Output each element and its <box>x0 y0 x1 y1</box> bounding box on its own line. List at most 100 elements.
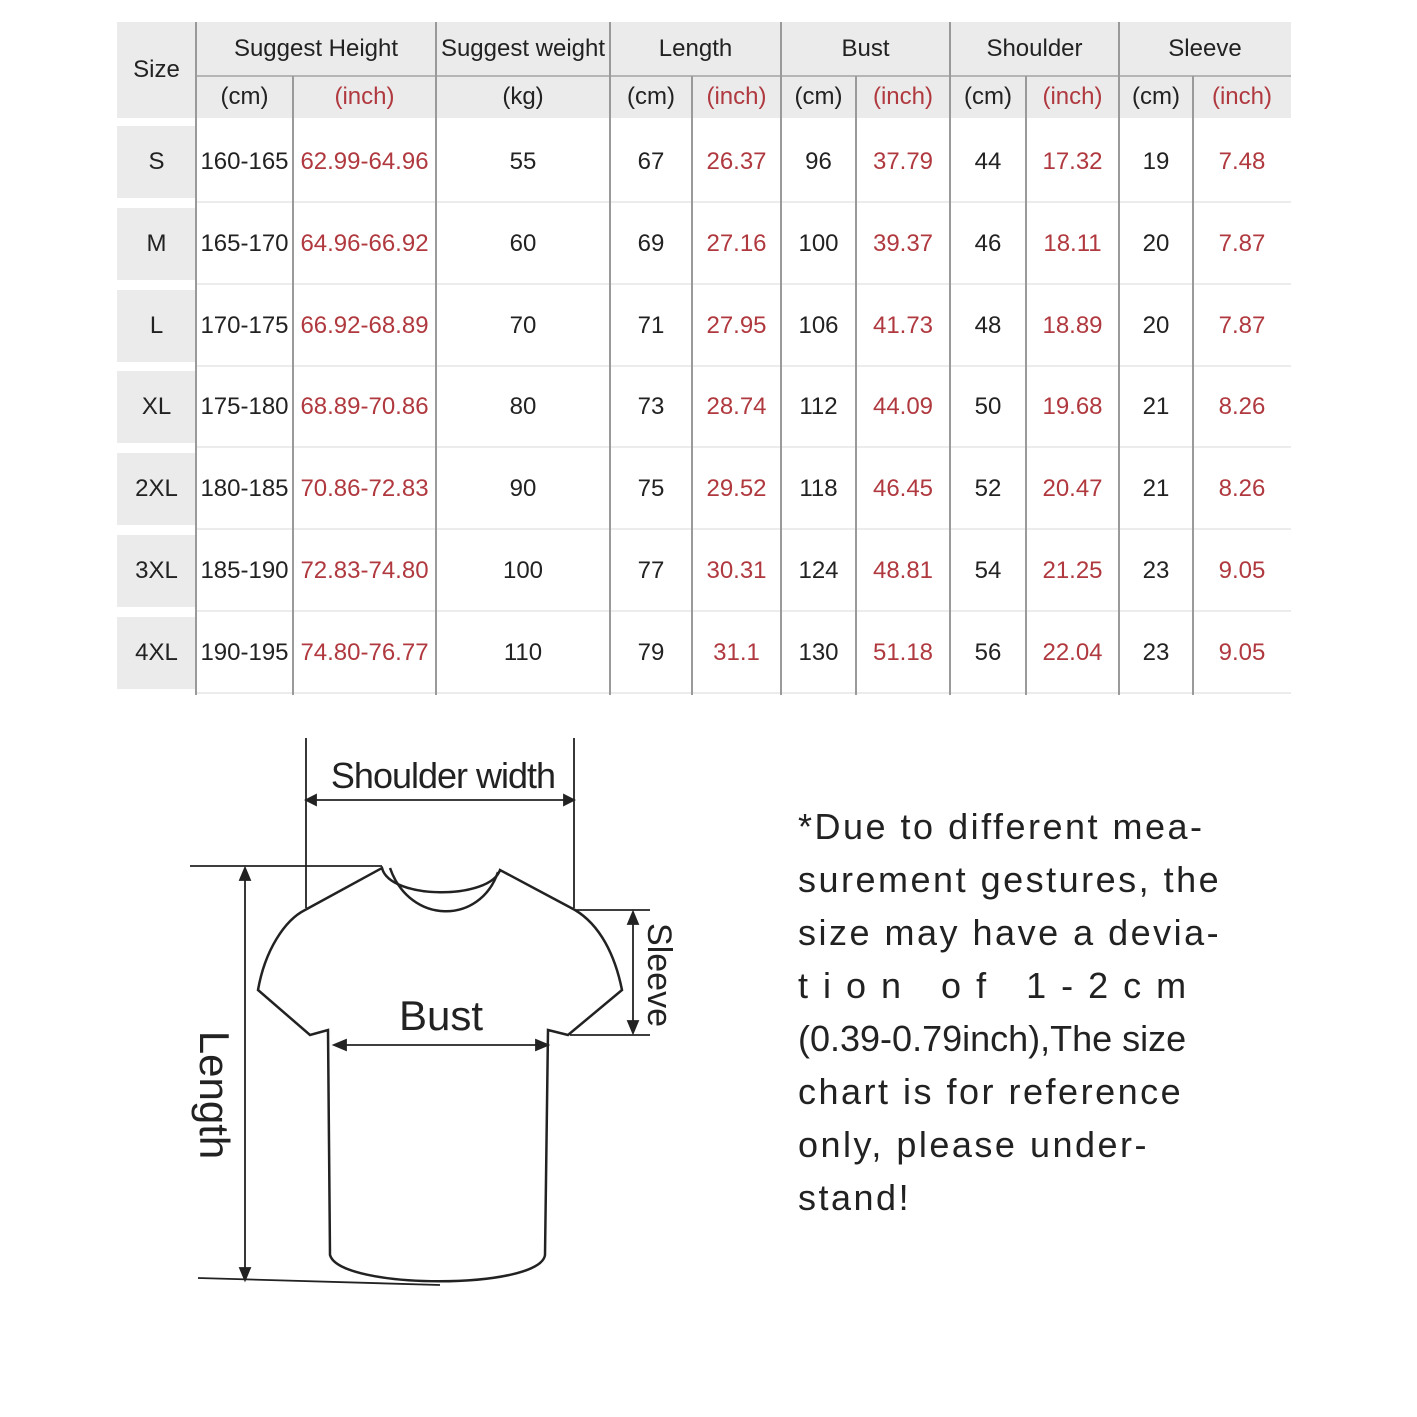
note-line: only, please under- <box>798 1124 1150 1165</box>
table-cell: 118 <box>799 475 838 503</box>
table-cell: 37.79 <box>872 148 934 175</box>
unit-header: (cm) <box>196 76 293 118</box>
column-divider <box>292 76 294 695</box>
size-label: S <box>117 126 196 198</box>
table-cell: 41.73 <box>872 311 934 339</box>
tshirt-outline <box>256 866 624 1283</box>
row-divider <box>196 201 1291 203</box>
table-cell: 70.86-72.83 <box>300 475 429 503</box>
table-cell: 62.99-64.96 <box>300 148 429 175</box>
table-cell: 54 <box>974 557 1002 584</box>
table-cell: 106 <box>798 311 839 339</box>
table-cell: 23 <box>1142 638 1170 666</box>
table-cell: 27.16 <box>706 229 767 257</box>
row-divider <box>196 364 1291 367</box>
table-cell: 18.89 <box>1042 311 1103 339</box>
table-cell: 51.18 <box>872 638 934 666</box>
table-cell: 75 <box>637 475 665 503</box>
table-cell: 170-175 <box>200 311 289 339</box>
shoulder-width-label: Shoulder width <box>331 755 555 796</box>
table-cell: 20 <box>1142 229 1170 257</box>
table-cell: 66.92-68.89 <box>300 311 429 339</box>
table-cell: 64.96-66.92 <box>300 229 429 257</box>
unit-header: (inch) <box>1193 76 1291 118</box>
table-cell: 21 <box>1142 475 1170 503</box>
table-cell: 8.26 <box>1218 475 1266 503</box>
table-cell: 60 <box>509 229 537 257</box>
table-cell: 44 <box>974 148 1002 175</box>
table-cell: 100 <box>502 557 544 584</box>
table-cell: 28.74 <box>706 393 767 421</box>
size-label: 2XL <box>117 453 196 526</box>
table-cell: 77 <box>637 557 665 584</box>
table-cell: 30.31 <box>706 557 767 584</box>
measurement-note: *Due to different mea- surement gestures… <box>798 800 1228 1224</box>
sleeve-label: Sleeve <box>640 923 678 1027</box>
column-divider <box>691 76 693 695</box>
table-cell: 175-180 <box>200 393 289 421</box>
table-cell: 9.05 <box>1218 638 1266 666</box>
column-divider <box>1025 76 1027 695</box>
table-cell: 55 <box>509 148 537 175</box>
column-divider <box>780 22 782 695</box>
table-cell: 165-170 <box>200 229 289 257</box>
table-cell: 7.87 <box>1218 311 1266 339</box>
unit-header: (cm) <box>610 76 692 118</box>
table-cell: 7.48 <box>1218 148 1266 175</box>
unit-header: (cm) <box>781 76 856 118</box>
table-cell: 71 <box>637 311 665 339</box>
note-line: surement gestures, the <box>798 859 1222 900</box>
table-cell: 7.87 <box>1218 229 1266 257</box>
row-divider <box>196 282 1291 285</box>
row-divider <box>196 610 1291 612</box>
size-header: Size <box>117 22 196 118</box>
row-divider <box>196 75 1291 77</box>
unit-header: (inch) <box>293 76 436 118</box>
table-cell: 180-185 <box>200 475 289 503</box>
column-divider <box>435 22 437 695</box>
size-label: XL <box>117 371 196 444</box>
size-label: M <box>117 207 196 280</box>
table-cell: 21.25 <box>1042 557 1103 584</box>
column-group-header: Length <box>610 22 781 76</box>
table-cell: 56 <box>974 638 1002 666</box>
table-cell: 18.11 <box>1043 229 1102 257</box>
row-divider <box>196 691 1291 694</box>
row-divider <box>196 528 1291 531</box>
table-cell: 160-165 <box>200 148 289 175</box>
table-cell: 31.1 <box>713 638 760 666</box>
column-group-header: Suggest Height <box>196 22 436 76</box>
table-cell: 90 <box>509 475 537 503</box>
length-label: Length <box>191 1031 238 1159</box>
size-label: L <box>117 289 196 362</box>
note-line: chart is for reference <box>798 1071 1184 1112</box>
row-divider <box>196 446 1291 449</box>
column-divider <box>949 22 951 695</box>
table-cell: 74.80-76.77 <box>300 638 429 666</box>
table-cell: 68.89-70.86 <box>300 393 429 421</box>
table-cell: 9.05 <box>1218 557 1266 584</box>
table-cell: 44.09 <box>872 393 934 421</box>
table-cell: 79 <box>637 638 665 666</box>
unit-header: (kg) <box>436 76 610 118</box>
table-cell: 26.37 <box>706 148 767 175</box>
note-line: stand! <box>798 1177 912 1218</box>
unit-header: (cm) <box>1119 76 1193 118</box>
table-cell: 19 <box>1142 148 1170 175</box>
table-cell: 50 <box>974 393 1002 421</box>
column-group-header: Bust <box>781 22 950 76</box>
table-cell: 23 <box>1142 557 1170 584</box>
table-cell: 96 <box>805 148 832 175</box>
column-group-header: Sleeve <box>1119 22 1291 76</box>
table-cell: 185-190 <box>200 557 289 584</box>
note-line: size may have a devia- <box>798 912 1222 953</box>
table-cell: 112 <box>799 393 838 421</box>
table-cell: 20.47 <box>1042 475 1103 503</box>
table-cell: 80 <box>509 393 537 421</box>
column-group-header: Shoulder <box>950 22 1119 76</box>
column-divider <box>1192 76 1194 695</box>
column-divider <box>1118 22 1120 695</box>
table-cell: 124 <box>798 557 839 584</box>
table-cell: 39.37 <box>872 229 934 257</box>
column-divider <box>855 76 857 695</box>
